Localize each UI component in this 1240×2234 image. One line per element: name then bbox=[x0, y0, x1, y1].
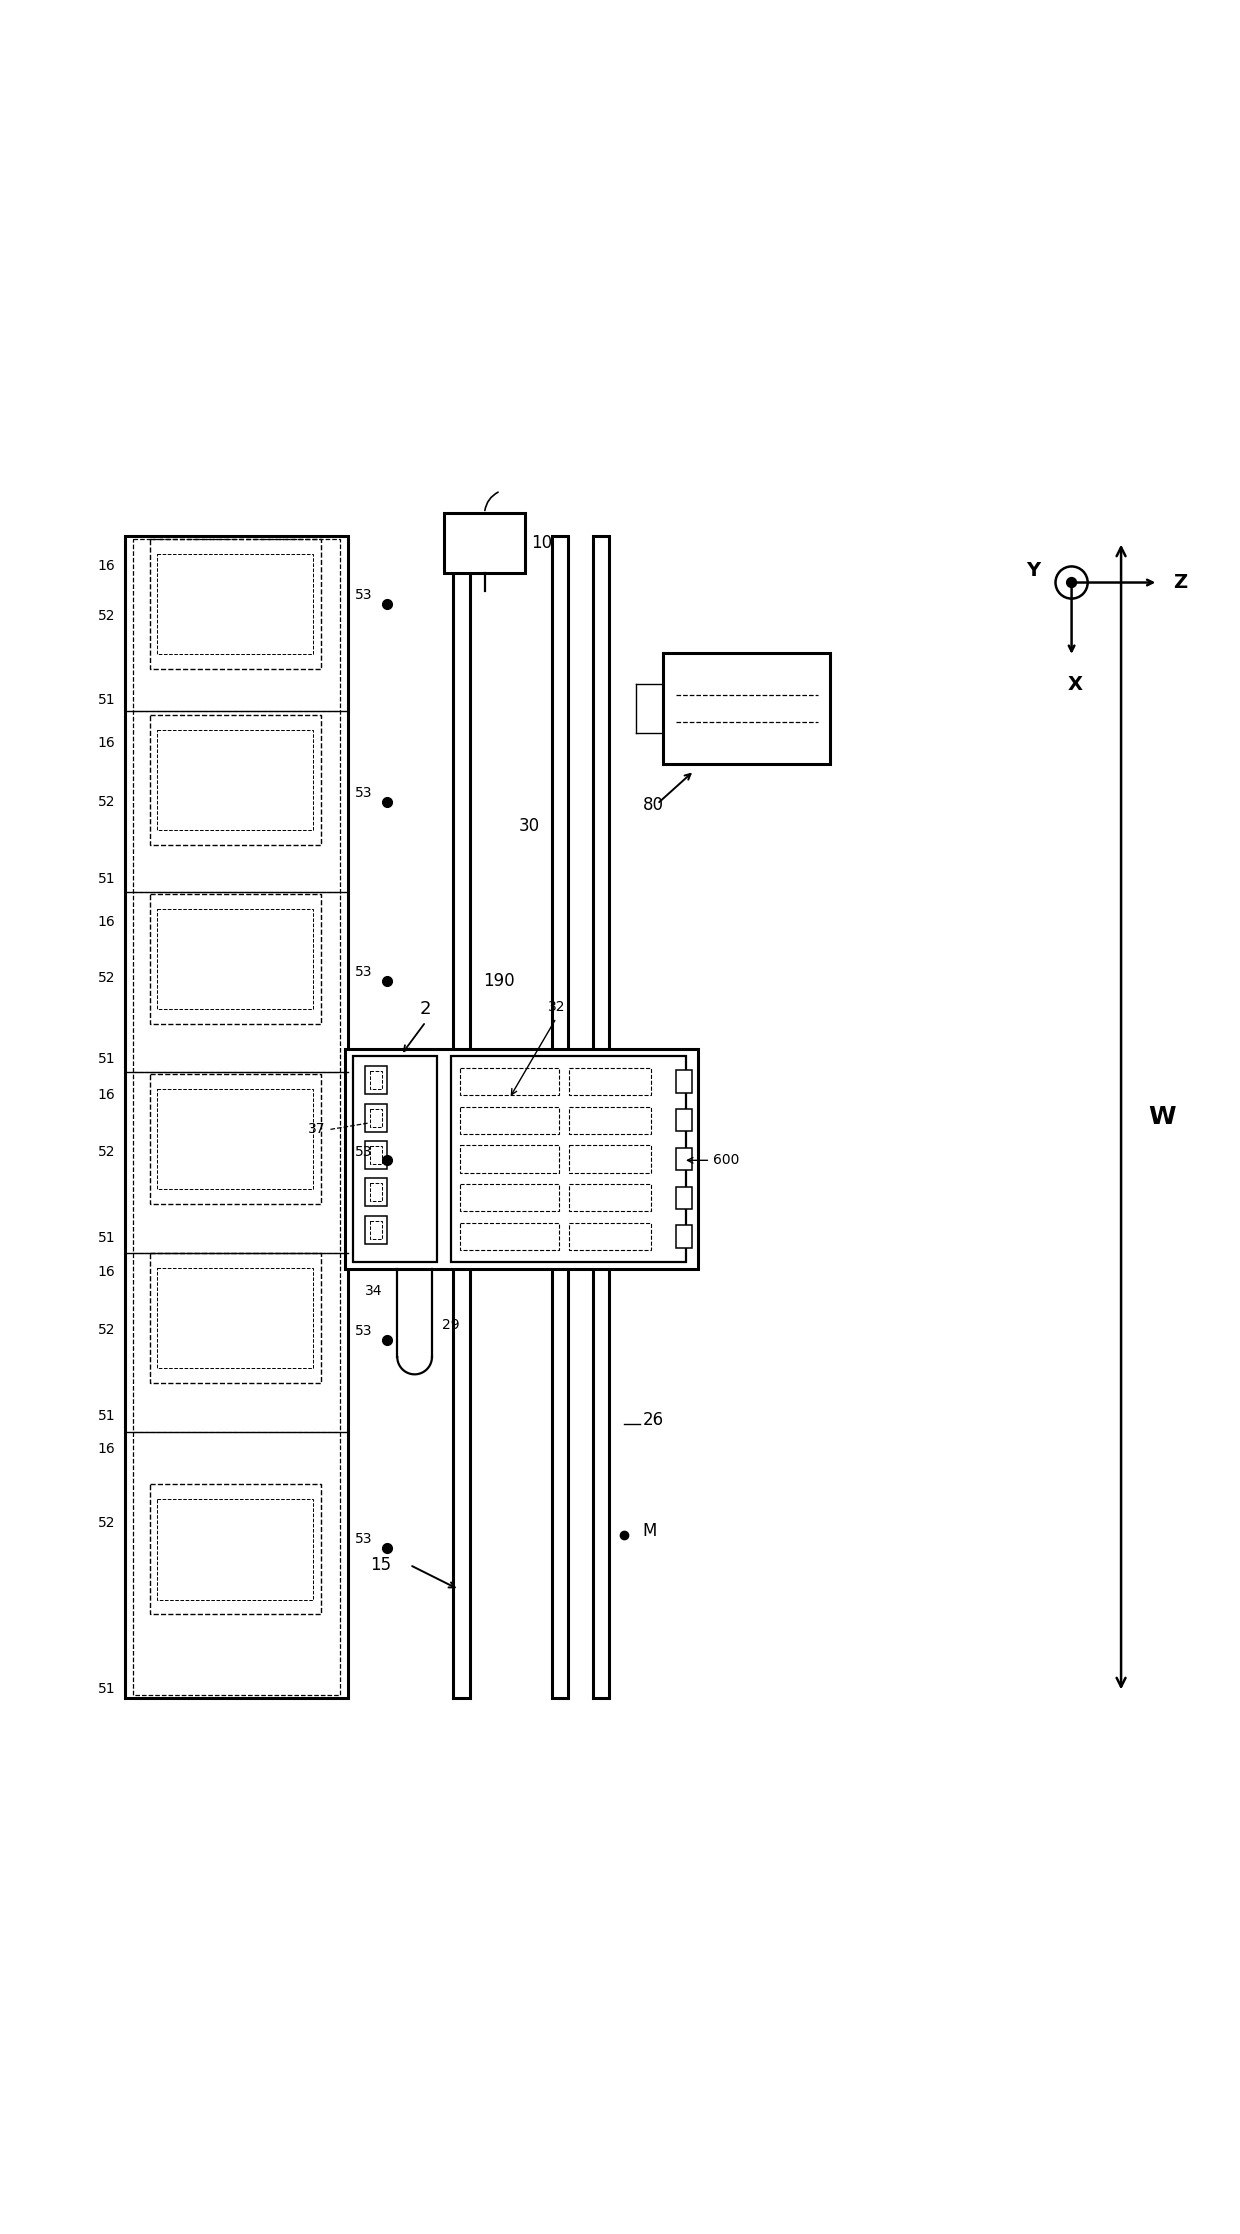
Polygon shape bbox=[676, 1108, 692, 1130]
Text: 32: 32 bbox=[548, 1001, 565, 1014]
Text: 16: 16 bbox=[98, 1441, 115, 1457]
Text: 16: 16 bbox=[98, 558, 115, 574]
Text: W: W bbox=[1148, 1106, 1176, 1128]
Text: Z: Z bbox=[1173, 572, 1187, 592]
Text: 53: 53 bbox=[355, 786, 372, 800]
Text: X: X bbox=[1068, 675, 1083, 695]
Text: 2: 2 bbox=[420, 1001, 432, 1019]
Text: 26: 26 bbox=[642, 1412, 663, 1430]
Text: 51: 51 bbox=[98, 1231, 115, 1244]
Polygon shape bbox=[352, 1057, 436, 1262]
Polygon shape bbox=[365, 1177, 387, 1206]
Text: 37: 37 bbox=[308, 1121, 326, 1137]
Text: 16: 16 bbox=[98, 914, 115, 929]
Polygon shape bbox=[345, 1050, 698, 1269]
Text: 16: 16 bbox=[98, 1088, 115, 1101]
Text: 34: 34 bbox=[365, 1285, 382, 1298]
Polygon shape bbox=[365, 1215, 387, 1244]
Polygon shape bbox=[552, 536, 568, 1698]
Text: 30: 30 bbox=[518, 818, 539, 836]
Polygon shape bbox=[453, 536, 470, 1698]
Text: Y: Y bbox=[1027, 561, 1040, 579]
Polygon shape bbox=[676, 1186, 692, 1209]
Text: 53: 53 bbox=[355, 965, 372, 978]
Polygon shape bbox=[444, 514, 525, 572]
Text: 53: 53 bbox=[355, 1144, 372, 1159]
Polygon shape bbox=[676, 1226, 692, 1249]
Text: 51: 51 bbox=[98, 1410, 115, 1423]
Text: 15: 15 bbox=[370, 1555, 391, 1575]
Polygon shape bbox=[365, 1066, 387, 1095]
Text: 29: 29 bbox=[441, 1318, 460, 1331]
Text: M: M bbox=[642, 1521, 657, 1541]
Text: 16: 16 bbox=[98, 737, 115, 751]
Text: 51: 51 bbox=[98, 693, 115, 706]
Text: 51: 51 bbox=[98, 1052, 115, 1066]
Polygon shape bbox=[593, 536, 609, 1698]
Text: 190: 190 bbox=[482, 972, 515, 990]
Polygon shape bbox=[676, 1148, 692, 1171]
Text: 53: 53 bbox=[355, 588, 372, 601]
Text: 52: 52 bbox=[98, 795, 115, 809]
Polygon shape bbox=[663, 652, 831, 764]
Text: 52: 52 bbox=[98, 1323, 115, 1336]
Polygon shape bbox=[365, 1104, 387, 1133]
Text: 10: 10 bbox=[531, 534, 552, 552]
Text: 53: 53 bbox=[355, 1325, 372, 1338]
Text: 51: 51 bbox=[98, 873, 115, 887]
Text: 52: 52 bbox=[98, 1517, 115, 1530]
Circle shape bbox=[1066, 579, 1076, 588]
Polygon shape bbox=[365, 1142, 387, 1168]
Text: 16: 16 bbox=[98, 1264, 115, 1278]
Polygon shape bbox=[676, 1070, 692, 1092]
Text: 53: 53 bbox=[355, 1533, 372, 1546]
Text: 51: 51 bbox=[98, 1682, 115, 1696]
Polygon shape bbox=[450, 1057, 686, 1262]
Text: 600: 600 bbox=[713, 1153, 739, 1168]
Text: 52: 52 bbox=[98, 610, 115, 623]
Text: 80: 80 bbox=[642, 795, 663, 813]
Text: 52: 52 bbox=[98, 972, 115, 985]
Text: 52: 52 bbox=[98, 1144, 115, 1159]
